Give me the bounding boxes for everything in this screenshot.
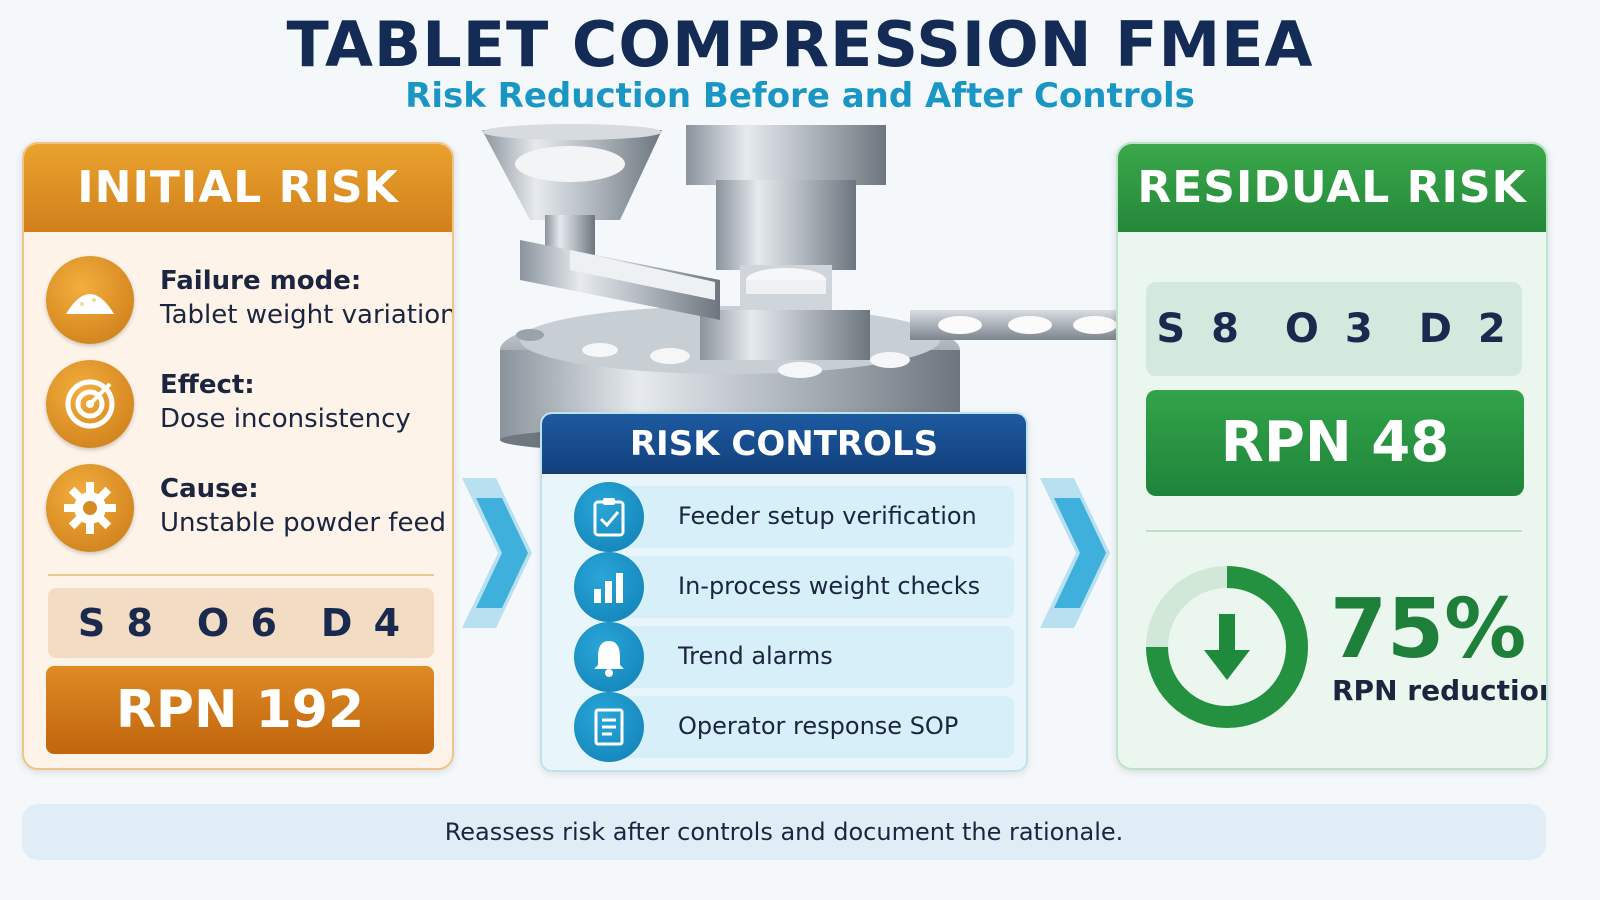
document-icon [574, 692, 644, 762]
chevron-right-icon [462, 478, 532, 628]
initial-risk-panel: INITIAL RISK Failure mode: Tablet weight… [22, 142, 454, 770]
effect-label: Effect: [160, 370, 255, 400]
failure-mode-item: Failure mode: Tablet weight variation [46, 256, 452, 346]
residual-risk-heading: RESIDUAL RISK [1118, 144, 1546, 232]
bar-chart-icon [574, 552, 644, 622]
clipboard-check-icon [574, 482, 644, 552]
reduction-arc [1146, 566, 1308, 728]
chevron-right-icon [1040, 478, 1110, 628]
control-text: Trend alarms [678, 642, 833, 670]
page-title: TABLET COMPRESSION FMEA [286, 8, 1314, 81]
residual-scores: S 8 O 3 D 2 [1146, 282, 1522, 376]
risk-controls-heading: RISK CONTROLS [542, 414, 1026, 474]
target-icon [46, 360, 134, 448]
reduction-percent: 75% [1330, 582, 1527, 677]
divider [48, 574, 434, 576]
control-text: Operator response SOP [678, 712, 959, 740]
effect-value: Dose inconsistency [160, 404, 411, 434]
initial-risk-heading: INITIAL RISK [24, 144, 452, 232]
initial-rpn: RPN 192 [46, 666, 434, 754]
risk-controls-panel: RISK CONTROLS Feeder setup verification … [540, 412, 1028, 772]
divider [1146, 530, 1522, 532]
cause-value: Unstable powder feed [160, 508, 446, 538]
control-text: In-process weight checks [678, 572, 981, 600]
residual-rpn: RPN 48 [1146, 390, 1524, 496]
footer-note: Reassess risk after controls and documen… [22, 804, 1546, 860]
initial-scores: S 8 O 6 D 4 [48, 588, 434, 658]
detection-score: D 4 [320, 601, 405, 645]
page-subtitle: Risk Reduction Before and After Controls [405, 76, 1195, 116]
reduction-donut-chart [1146, 566, 1308, 728]
failure-mode-label: Failure mode: [160, 266, 362, 296]
control-item: Feeder setup verification [574, 482, 1014, 552]
control-item: Operator response SOP [574, 692, 1014, 762]
cause-label: Cause: [160, 474, 259, 504]
failure-mode-value: Tablet weight variation [160, 300, 454, 330]
reduction-label: RPN reduction [1332, 674, 1548, 707]
effect-item: Effect: Dose inconsistency [46, 360, 446, 450]
residual-risk-panel: RESIDUAL RISK S 8 O 3 D 2 RPN 48 75% RPN… [1116, 142, 1548, 770]
control-item: In-process weight checks [574, 552, 1014, 622]
powder-pile-icon [46, 256, 134, 344]
control-item: Trend alarms [574, 622, 1014, 692]
control-text: Feeder setup verification [678, 502, 977, 530]
tablet-press-illustration [482, 124, 1150, 450]
detection-score: D 2 [1418, 306, 1512, 352]
down-arrow-icon [1204, 614, 1250, 680]
occurrence-score: O 6 [196, 601, 281, 645]
severity-score: S 8 [1156, 306, 1245, 352]
bell-icon [574, 622, 644, 692]
severity-score: S 8 [77, 601, 157, 645]
gear-icon [46, 464, 134, 552]
occurrence-score: O 3 [1284, 306, 1379, 352]
cause-item: Cause: Unstable powder feed [46, 464, 446, 554]
